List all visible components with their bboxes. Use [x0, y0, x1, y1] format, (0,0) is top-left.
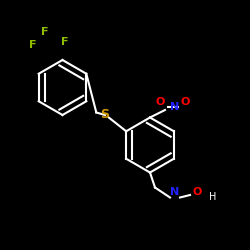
Text: F: F	[41, 27, 49, 37]
Text: N: N	[170, 102, 179, 112]
Text: F: F	[61, 37, 69, 47]
Text: H: H	[209, 192, 216, 202]
Text: O: O	[193, 187, 202, 197]
Text: O: O	[180, 97, 190, 107]
Text: F: F	[29, 40, 36, 50]
Text: S: S	[100, 108, 110, 122]
Text: N: N	[170, 187, 179, 197]
Text: O: O	[155, 97, 165, 107]
